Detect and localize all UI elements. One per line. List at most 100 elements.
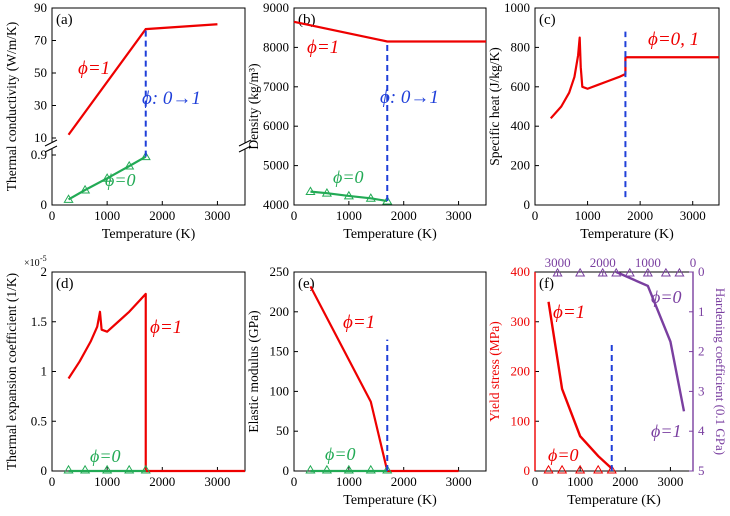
data-point	[382, 195, 393, 205]
series-line-purple	[615, 270, 686, 412]
x-tick-label: 2000	[391, 474, 417, 489]
data-point	[597, 267, 608, 277]
annotation: ϕ: 0→1	[380, 87, 439, 108]
data-point	[557, 464, 568, 474]
data-point	[343, 464, 354, 474]
y-tick-label: 1	[41, 364, 48, 379]
data-point	[124, 160, 135, 170]
x-tick-label: 1000	[336, 474, 362, 489]
right-y-tick-label: 5	[698, 463, 705, 478]
plot-frame	[293, 7, 487, 206]
x-tick-label: 3000	[204, 474, 230, 489]
panel-label: (a)	[56, 12, 73, 28]
y-tick-label: 0	[524, 463, 531, 478]
y-tick-label: 70	[34, 33, 47, 48]
x-tick-label: 3000	[657, 474, 683, 489]
y-tick-label: 0.9	[31, 147, 47, 162]
data-point	[575, 267, 586, 277]
data-point	[382, 464, 393, 474]
y-tick-label: 2	[41, 264, 48, 279]
series-line-green	[310, 190, 388, 203]
right-y-tick-label: 1	[698, 304, 705, 319]
top-x-tick-label: 2000	[590, 255, 616, 270]
top-x-tick-label: 3000	[545, 255, 571, 270]
x-axis-label: Temperature (K)	[343, 493, 437, 508]
y-tick-label: 250	[270, 264, 290, 279]
right-y-tick-label: 2	[698, 344, 705, 359]
x-tick-label: 1000	[94, 208, 120, 223]
x-tick-label: 1000	[94, 474, 120, 489]
annotation: ϕ=1	[553, 302, 585, 323]
y-tick-label: 150	[270, 344, 290, 359]
data-point	[80, 184, 91, 194]
data-point	[63, 464, 74, 474]
y-tick-label: 200	[511, 158, 531, 173]
chart-panel-e: 0 1000 2000 3000(e)Temperature (K)Elastic m…	[246, 264, 487, 508]
data-point	[365, 464, 376, 474]
axis-break-gap	[44, 143, 58, 149]
y-tick-label: 30	[34, 98, 47, 113]
chart-panel-d: 0 1000 2000 3000 (d) Thermal expansion coeffi…	[4, 254, 246, 489]
y-tick-label: 800	[511, 39, 531, 54]
data-point	[660, 267, 671, 277]
x-tick-label: 3000	[680, 208, 706, 223]
annotation: ϕ=0	[333, 167, 363, 187]
annotation: ϕ=1	[78, 58, 110, 79]
y-tick-label: 4000	[263, 197, 289, 212]
chart-panel-c: 0 1000 2000 3000(c)Temperature (K)Specific …	[487, 0, 720, 242]
y-tick-label: 1000	[504, 0, 530, 15]
x-axis-label: Temperature (K)	[580, 227, 674, 242]
right-y-tick-label: 4	[698, 423, 705, 438]
y-tick-label: 9000	[263, 0, 289, 15]
data-point	[624, 267, 635, 277]
annotation: ϕ=0, 1	[648, 29, 699, 50]
annotation: ϕ=1	[343, 312, 375, 333]
axis-break-gap	[239, 143, 253, 149]
y-axis-label: Thermal expansion coefficient (1/K)	[4, 273, 19, 470]
data-point	[611, 267, 622, 277]
data-point	[593, 464, 604, 474]
y-tick-label: 0	[283, 463, 290, 478]
y-tick-label: 200	[511, 364, 531, 379]
data-point	[305, 186, 316, 196]
series-line-red	[293, 20, 486, 43]
axis-break-mark	[238, 139, 252, 147]
right-y-tick-label: 3	[698, 383, 705, 398]
data-point	[305, 464, 316, 474]
top-x-tick-label: 1000	[635, 255, 661, 270]
data-point	[102, 464, 113, 474]
axis-break-mark	[44, 139, 58, 147]
x-tick-label: 2000	[612, 474, 638, 489]
data-point	[543, 464, 554, 474]
y-axis-label: Yield stress (MPa)	[487, 321, 502, 422]
panel-label: (d)	[56, 276, 74, 292]
data-point	[343, 190, 354, 200]
x-tick-label: 3000	[446, 208, 472, 223]
data-point	[102, 173, 113, 182]
y-axis-label: Density (kg/m³)	[246, 63, 261, 149]
y-tick-label: 0.5	[31, 413, 47, 428]
data-point	[552, 267, 563, 277]
x-tick-label: 3000	[204, 208, 230, 223]
series-line-green	[67, 155, 147, 201]
x-axis-label: Temperature (K)	[567, 493, 661, 508]
panel-label: (c)	[539, 12, 556, 28]
data-point	[674, 267, 685, 277]
y-tick-label: 0	[41, 197, 48, 212]
y-tick-label: 400	[511, 264, 531, 279]
data-point	[140, 464, 151, 474]
y-tick-label: 5000	[263, 158, 289, 173]
x-axis-label: Temperature (K)	[102, 227, 196, 242]
x-tick-label: 3000	[446, 474, 472, 489]
x-tick-label: 1000	[336, 208, 362, 223]
x-tick-label: 2000	[149, 474, 175, 489]
plot-frame	[534, 7, 720, 206]
chart-panel-b: 0 1000 2000 3000(b)Temperature (K)Density (…	[246, 0, 487, 242]
right-y-axis-label: Hardening coefficient (0.1 GPa)	[713, 288, 728, 455]
y-tick-label: 100	[270, 383, 290, 398]
top-x-tick-label: 0	[690, 255, 697, 270]
annotation: ϕ: 0→1	[142, 88, 201, 109]
series-line-red	[549, 36, 719, 120]
axis-break-mark	[238, 145, 252, 153]
y-axis-label: Thermal conductivity (W/m/K)	[4, 22, 19, 191]
